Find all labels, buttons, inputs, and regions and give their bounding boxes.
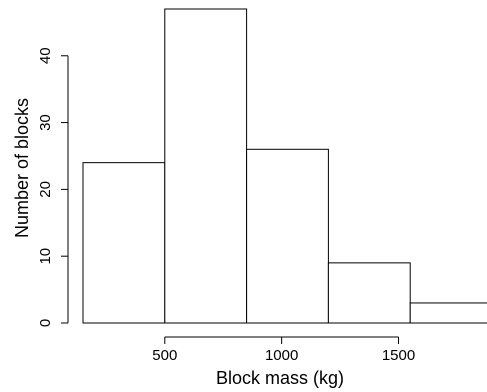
histogram-bar-3 <box>246 148 329 324</box>
y-tick-label-0: 0 <box>37 319 54 327</box>
histogram-bar-4 <box>327 262 411 324</box>
histogram-bar-5 <box>409 302 487 324</box>
y-tick-label-10: 10 <box>37 248 54 265</box>
histogram-bar-1 <box>82 162 166 324</box>
histogram-bar-2 <box>164 8 248 324</box>
x-tick-label-1500: 1500 <box>382 347 415 364</box>
x-axis: 500 1000 1500 <box>152 336 415 364</box>
y-axis-title: Number of blocks <box>12 98 32 238</box>
x-tick-label-1000: 1000 <box>265 347 298 364</box>
x-tick-label-500: 500 <box>152 347 177 364</box>
y-tick-label-40: 40 <box>37 47 54 64</box>
x-axis-title: Block mass (kg) <box>216 368 344 388</box>
y-tick-label-30: 30 <box>37 114 54 131</box>
bars-group <box>82 8 487 324</box>
y-tick-label-20: 20 <box>37 181 54 198</box>
y-axis: 0 10 20 30 40 <box>37 47 69 327</box>
